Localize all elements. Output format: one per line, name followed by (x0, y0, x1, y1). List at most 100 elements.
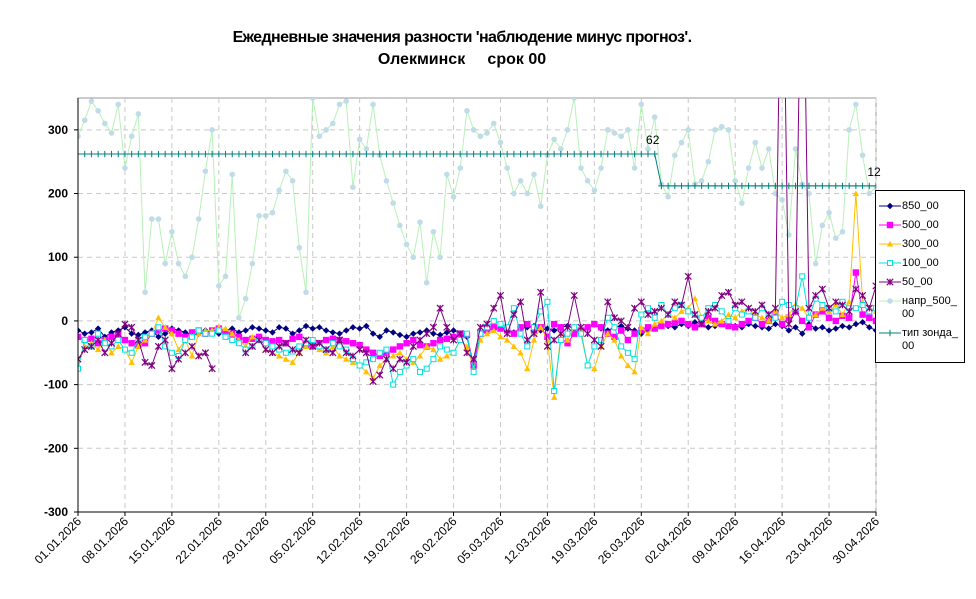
point (350, 184, 356, 190)
point (181, 349, 189, 357)
point (155, 333, 162, 341)
point (597, 150, 605, 158)
point (302, 322, 310, 330)
point (369, 330, 377, 337)
point (423, 330, 431, 338)
point (564, 340, 571, 347)
point (383, 349, 390, 356)
legend-label: 300_00 (902, 238, 939, 250)
point (858, 291, 867, 300)
point (671, 298, 679, 306)
point (651, 150, 658, 158)
point (343, 355, 350, 362)
point (791, 307, 800, 315)
point (570, 291, 578, 300)
point (551, 136, 557, 143)
legend-label: 850_00 (902, 200, 939, 212)
point (584, 150, 591, 158)
point (705, 324, 712, 331)
y-tick-label: -300 (44, 505, 68, 519)
point (490, 120, 497, 127)
point (235, 150, 243, 158)
point (416, 352, 424, 359)
point (624, 323, 632, 331)
point (302, 336, 310, 344)
point (416, 150, 424, 158)
point (410, 336, 417, 344)
point (108, 349, 115, 356)
point (597, 342, 605, 351)
point (712, 127, 718, 133)
point (779, 197, 785, 203)
point (819, 302, 826, 308)
point (309, 98, 316, 101)
point (718, 320, 725, 328)
point (497, 333, 504, 340)
y-tick-label: 300 (48, 123, 68, 137)
point (839, 228, 846, 235)
point (363, 150, 370, 158)
point (316, 133, 323, 140)
point (725, 317, 732, 324)
point (155, 150, 162, 158)
annotation: 62 (646, 133, 660, 147)
point (778, 314, 786, 321)
point (684, 272, 692, 280)
legend-item: 50_00 (878, 276, 962, 289)
point (671, 319, 679, 327)
point (450, 193, 457, 200)
point (550, 320, 558, 328)
point (322, 336, 330, 344)
point (316, 150, 323, 158)
point (517, 150, 524, 158)
point (216, 283, 222, 289)
point (114, 330, 122, 338)
point (128, 323, 136, 331)
point (517, 178, 524, 184)
point (490, 317, 497, 324)
point (859, 311, 866, 318)
point (591, 187, 598, 194)
point (812, 182, 819, 190)
point (604, 150, 611, 158)
point (88, 335, 95, 342)
point (309, 342, 317, 351)
point (81, 117, 88, 124)
point (839, 311, 846, 318)
x-tick-label: 19.02.2026 (360, 514, 413, 567)
point (141, 340, 149, 347)
legend-swatch (879, 202, 901, 210)
point (255, 336, 263, 344)
point (78, 150, 82, 158)
point (651, 320, 658, 327)
point (503, 150, 511, 158)
point (537, 324, 544, 330)
point (121, 336, 129, 344)
point (852, 285, 860, 293)
point (403, 333, 410, 341)
point (389, 365, 397, 373)
point (617, 317, 625, 325)
point (866, 190, 873, 197)
point (631, 150, 638, 158)
point (832, 298, 840, 306)
point (859, 182, 866, 190)
point (101, 340, 108, 347)
point (329, 340, 336, 347)
point (229, 330, 236, 337)
point (115, 101, 122, 108)
point (765, 317, 772, 324)
point (557, 337, 564, 344)
point (262, 150, 269, 158)
point (249, 324, 256, 331)
point (343, 327, 350, 334)
point (718, 291, 726, 300)
legend-marker (886, 240, 894, 247)
point (289, 359, 296, 365)
point (651, 114, 658, 120)
legend-marker (886, 329, 894, 337)
point (282, 339, 290, 347)
point (303, 289, 309, 296)
point (222, 329, 229, 336)
point (470, 150, 477, 158)
